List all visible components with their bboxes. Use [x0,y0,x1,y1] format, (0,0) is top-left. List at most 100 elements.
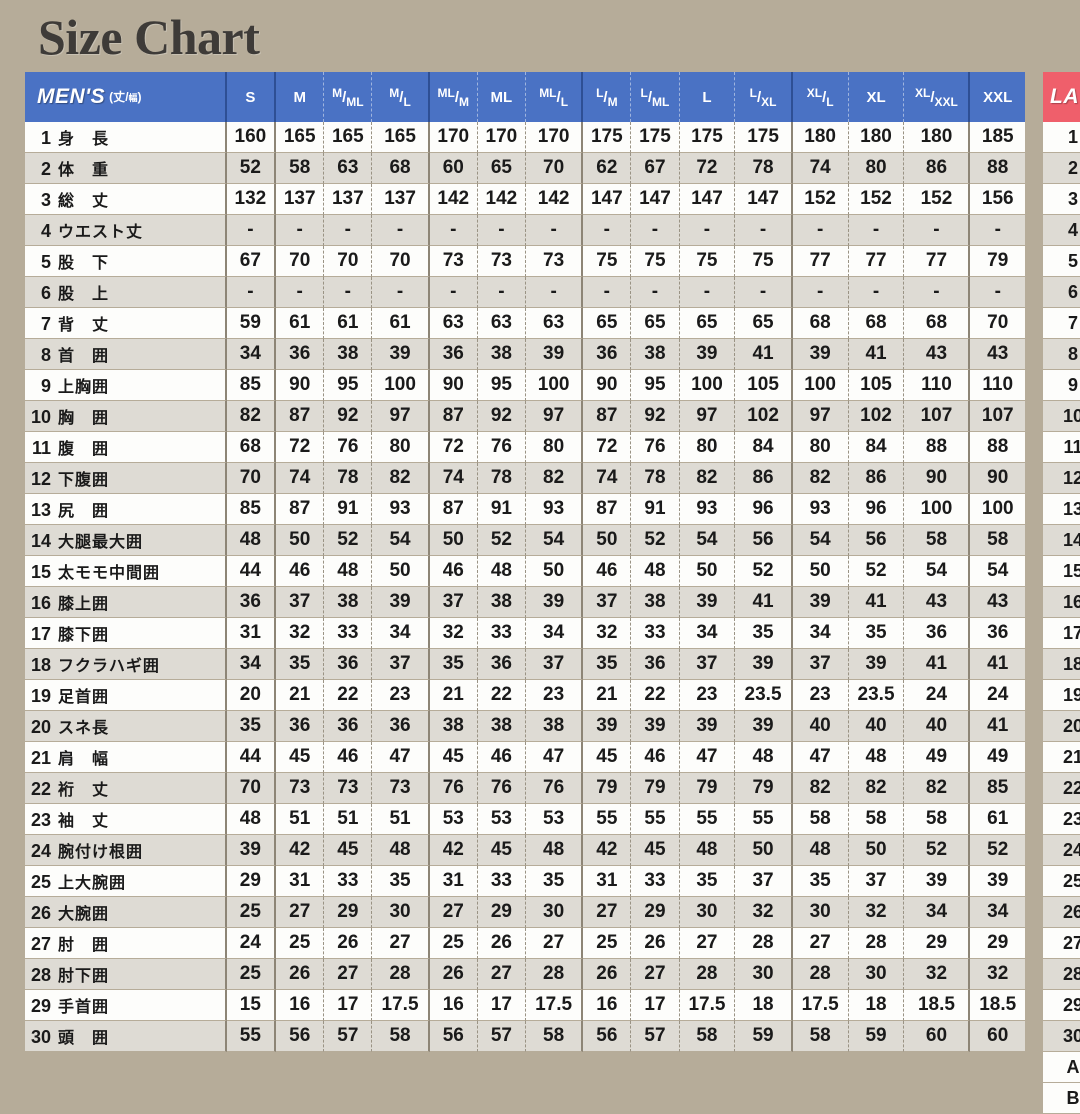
measurement-name: 腕付け根囲 [58,842,144,861]
measurement-value-cell: 32 [904,959,971,990]
measurement-value-cell: 52 [904,835,971,866]
size-label-top: L [640,85,648,100]
measurement-number: 14 [30,531,51,551]
measurement-value-cell: 68 [848,308,905,339]
measurement-value-cell: 48 [679,835,736,866]
measurement-value-cell: 142 [429,184,478,215]
measurement-value-cell: 33 [631,866,680,897]
measurement-value-cell: 39 [372,587,430,618]
size-label-bottom: M [607,94,618,109]
ladies-row-number: 15 [1043,556,1080,587]
ladies-row-number: 19 [1043,680,1080,711]
measurement-value-cell: 55 [226,1021,277,1052]
measurement-value-cell: 102 [735,401,793,432]
ladies-table-row: 28 [1043,959,1080,990]
ladies-table-row: 15 [1043,556,1080,587]
measurement-value-cell: 25 [583,928,632,959]
measurement-value-cell: 52 [735,556,793,587]
measurement-value-cell: 80 [792,432,849,463]
measurement-value-cell: 39 [226,835,277,866]
measurement-value-cell: - [679,215,736,246]
ladies-row-number: 24 [1043,835,1080,866]
ladies-table-row: 29 [1043,990,1080,1021]
measurement-value-cell: 39 [525,587,584,618]
measurement-value-cell: 72 [276,432,325,463]
size-label-text: ML [490,88,513,106]
measurement-value-cell: 39 [792,587,849,618]
measurement-value-cell: 27 [477,959,526,990]
measurement-value-cell: 36 [324,711,373,742]
table-row: 9 上胸囲 85 90 95 100 90 95 100 90 95 100 105 100 105 110 1… [25,370,1025,401]
measurement-number: 3 [40,190,51,210]
measurement-value-cell: 29 [631,897,680,928]
measurement-value-cell: 68 [904,308,971,339]
measurement-number: 22 [30,779,51,799]
measurement-number: 9 [40,376,51,396]
ladies-table-row: 17 [1043,618,1080,649]
measurement-value-cell: 38 [477,587,526,618]
measurement-value-cell: 45 [429,742,478,773]
measurement-value-cell: 25 [226,959,277,990]
ladies-row-number: 1 [1043,122,1080,153]
measurement-value-cell: 48 [525,835,584,866]
measurement-value-cell: 65 [631,308,680,339]
measurement-number: 10 [30,407,51,427]
measurement-value-cell: 17.5 [525,990,584,1021]
measurement-value-cell: 34 [525,618,584,649]
measurement-value-cell: 38 [631,587,680,618]
measurement-value-cell: - [904,215,971,246]
table-row: 12 下腹囲 70 74 78 82 74 78 82 74 78 82 86 82 86 90 90 [25,463,1025,494]
measurement-value-cell: 87 [429,494,478,525]
measurement-label-cell: 8 首 囲 [25,339,227,370]
measurement-value-cell: 32 [735,897,793,928]
measurement-value-cell: 17 [631,990,680,1021]
measurement-value-cell: - [970,215,1025,246]
measurement-value-cell: 107 [904,401,971,432]
measurement-value-cell: 170 [429,122,478,153]
measurement-label-cell: 24 腕付け根囲 [25,835,227,866]
measurement-value-cell: 180 [792,122,849,153]
measurement-value-cell: 56 [848,525,905,556]
measurement-value-cell: 82 [226,401,277,432]
table-row: 29 手首囲 15 16 17 17.5 16 17 17.5 16 17 17.5 18 17.5 18 1… [25,990,1025,1021]
measurement-label-cell: 27 肘 囲 [25,928,227,959]
measurement-value-cell: 95 [477,370,526,401]
measurement-value-cell: 37 [583,587,632,618]
measurement-value-cell: 39 [735,711,793,742]
size-label-top: XL [915,85,931,100]
measurement-value-cell: 41 [970,649,1025,680]
measurement-value-cell: 16 [276,990,325,1021]
measurement-label-cell: 28 肘下囲 [25,959,227,990]
measurement-value-cell: 80 [525,432,584,463]
ladies-row-number: 12 [1043,463,1080,494]
measurement-value-cell: - [792,277,849,308]
measurement-value-cell: 137 [276,184,325,215]
ladies-row-number: 11 [1043,432,1080,463]
measurement-label-cell: 7 背 丈 [25,308,227,339]
size-column-header: XXL [970,72,1025,122]
measurement-value-cell: 31 [429,866,478,897]
measurement-value-cell: 24 [970,680,1025,711]
measurement-value-cell: 54 [525,525,584,556]
measurement-value-cell: 74 [792,153,849,184]
ladies-row-number: 9 [1043,370,1080,401]
measurement-value-cell: 16 [429,990,478,1021]
measurement-value-cell: 97 [679,401,736,432]
measurement-number: 19 [30,686,51,706]
measurement-number: 1 [40,128,51,148]
measurement-value-cell: 35 [583,649,632,680]
measurement-value-cell: 55 [631,804,680,835]
measurement-value-cell: 35 [429,649,478,680]
measurement-value-cell: 147 [679,184,736,215]
measurement-value-cell: 52 [970,835,1025,866]
measurement-value-cell: 23.5 [848,680,905,711]
ladies-table-row: 24 [1043,835,1080,866]
measurement-value-cell: 41 [848,587,905,618]
ladies-table-row: 30 [1043,1021,1080,1052]
measurement-value-cell: 41 [735,587,793,618]
measurement-value-cell: 31 [583,866,632,897]
measurement-value-cell: - [848,277,905,308]
measurement-value-cell: 51 [372,804,430,835]
measurement-value-cell: 48 [226,525,277,556]
